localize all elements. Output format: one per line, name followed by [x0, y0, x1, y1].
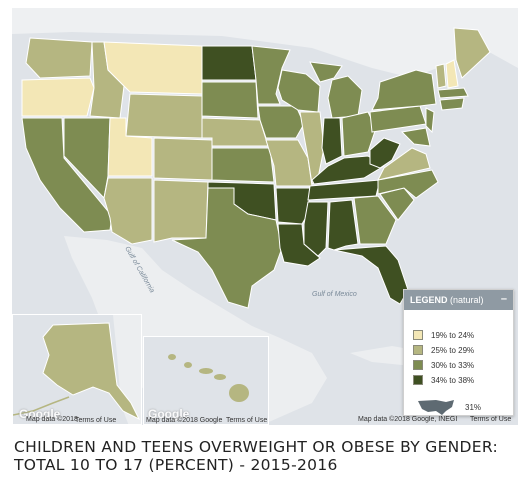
legend-swatch — [413, 345, 423, 355]
terms-link-hawaii[interactable]: Terms of Use — [226, 417, 268, 424]
map-caption: CHILDREN AND TEENS OVERWEIGHT OR OBESE B… — [14, 438, 499, 474]
legend-header: LEGEND (natural) – — [404, 290, 513, 310]
legend-label: 25% to 29% — [431, 345, 475, 355]
legend-item: 25% to 29% — [413, 344, 474, 356]
legend-collapse-button[interactable]: – — [500, 293, 507, 305]
attribution-alaska: Map data ©2018 — [26, 416, 78, 423]
hawaii-map — [144, 337, 268, 424]
alaska-inset[interactable]: Google Terms of Use — [12, 314, 142, 425]
terms-link-main[interactable]: Terms of Use — [470, 416, 512, 423]
legend-item: 34% to 38% — [413, 374, 474, 386]
legend-label: 30% to 33% — [431, 360, 475, 370]
gulf-of-mexico-label: Gulf of Mexico — [312, 291, 357, 298]
google-logo-hawaii: Google — [148, 407, 190, 421]
map-legend: LEGEND (natural) – 19% to 24% 25% to 29%… — [403, 289, 514, 416]
us-average-value: 31% — [465, 403, 482, 412]
state-polygons — [21, 27, 491, 309]
alaska-map — [13, 315, 141, 424]
us-outline-icon — [418, 400, 454, 415]
legend-swatch — [413, 330, 423, 340]
legend-label: 19% to 24% — [431, 330, 475, 340]
attribution-main: Map data ©2018 Google, INEGI — [358, 416, 458, 423]
legend-item: 30% to 33% — [413, 359, 474, 371]
legend-subtitle: (natural) — [450, 295, 484, 305]
legend-swatch — [413, 360, 423, 370]
legend-title: LEGEND — [410, 295, 448, 305]
legend-swatch — [413, 375, 423, 385]
google-logo-alaska: Google — [19, 407, 61, 421]
legend-item: 19% to 24% — [413, 329, 474, 341]
legend-label: 34% to 38% — [431, 375, 475, 385]
terms-link-alaska[interactable]: Terms of Use — [75, 417, 117, 424]
choropleth-map[interactable]: Gulf of California Gulf of Mexico Google… — [12, 8, 518, 425]
attribution-hawaii: Map data ©2018 Google — [146, 417, 223, 424]
hawaii-inset[interactable]: Google Map data ©2018 Google Terms of Us… — [143, 336, 269, 425]
